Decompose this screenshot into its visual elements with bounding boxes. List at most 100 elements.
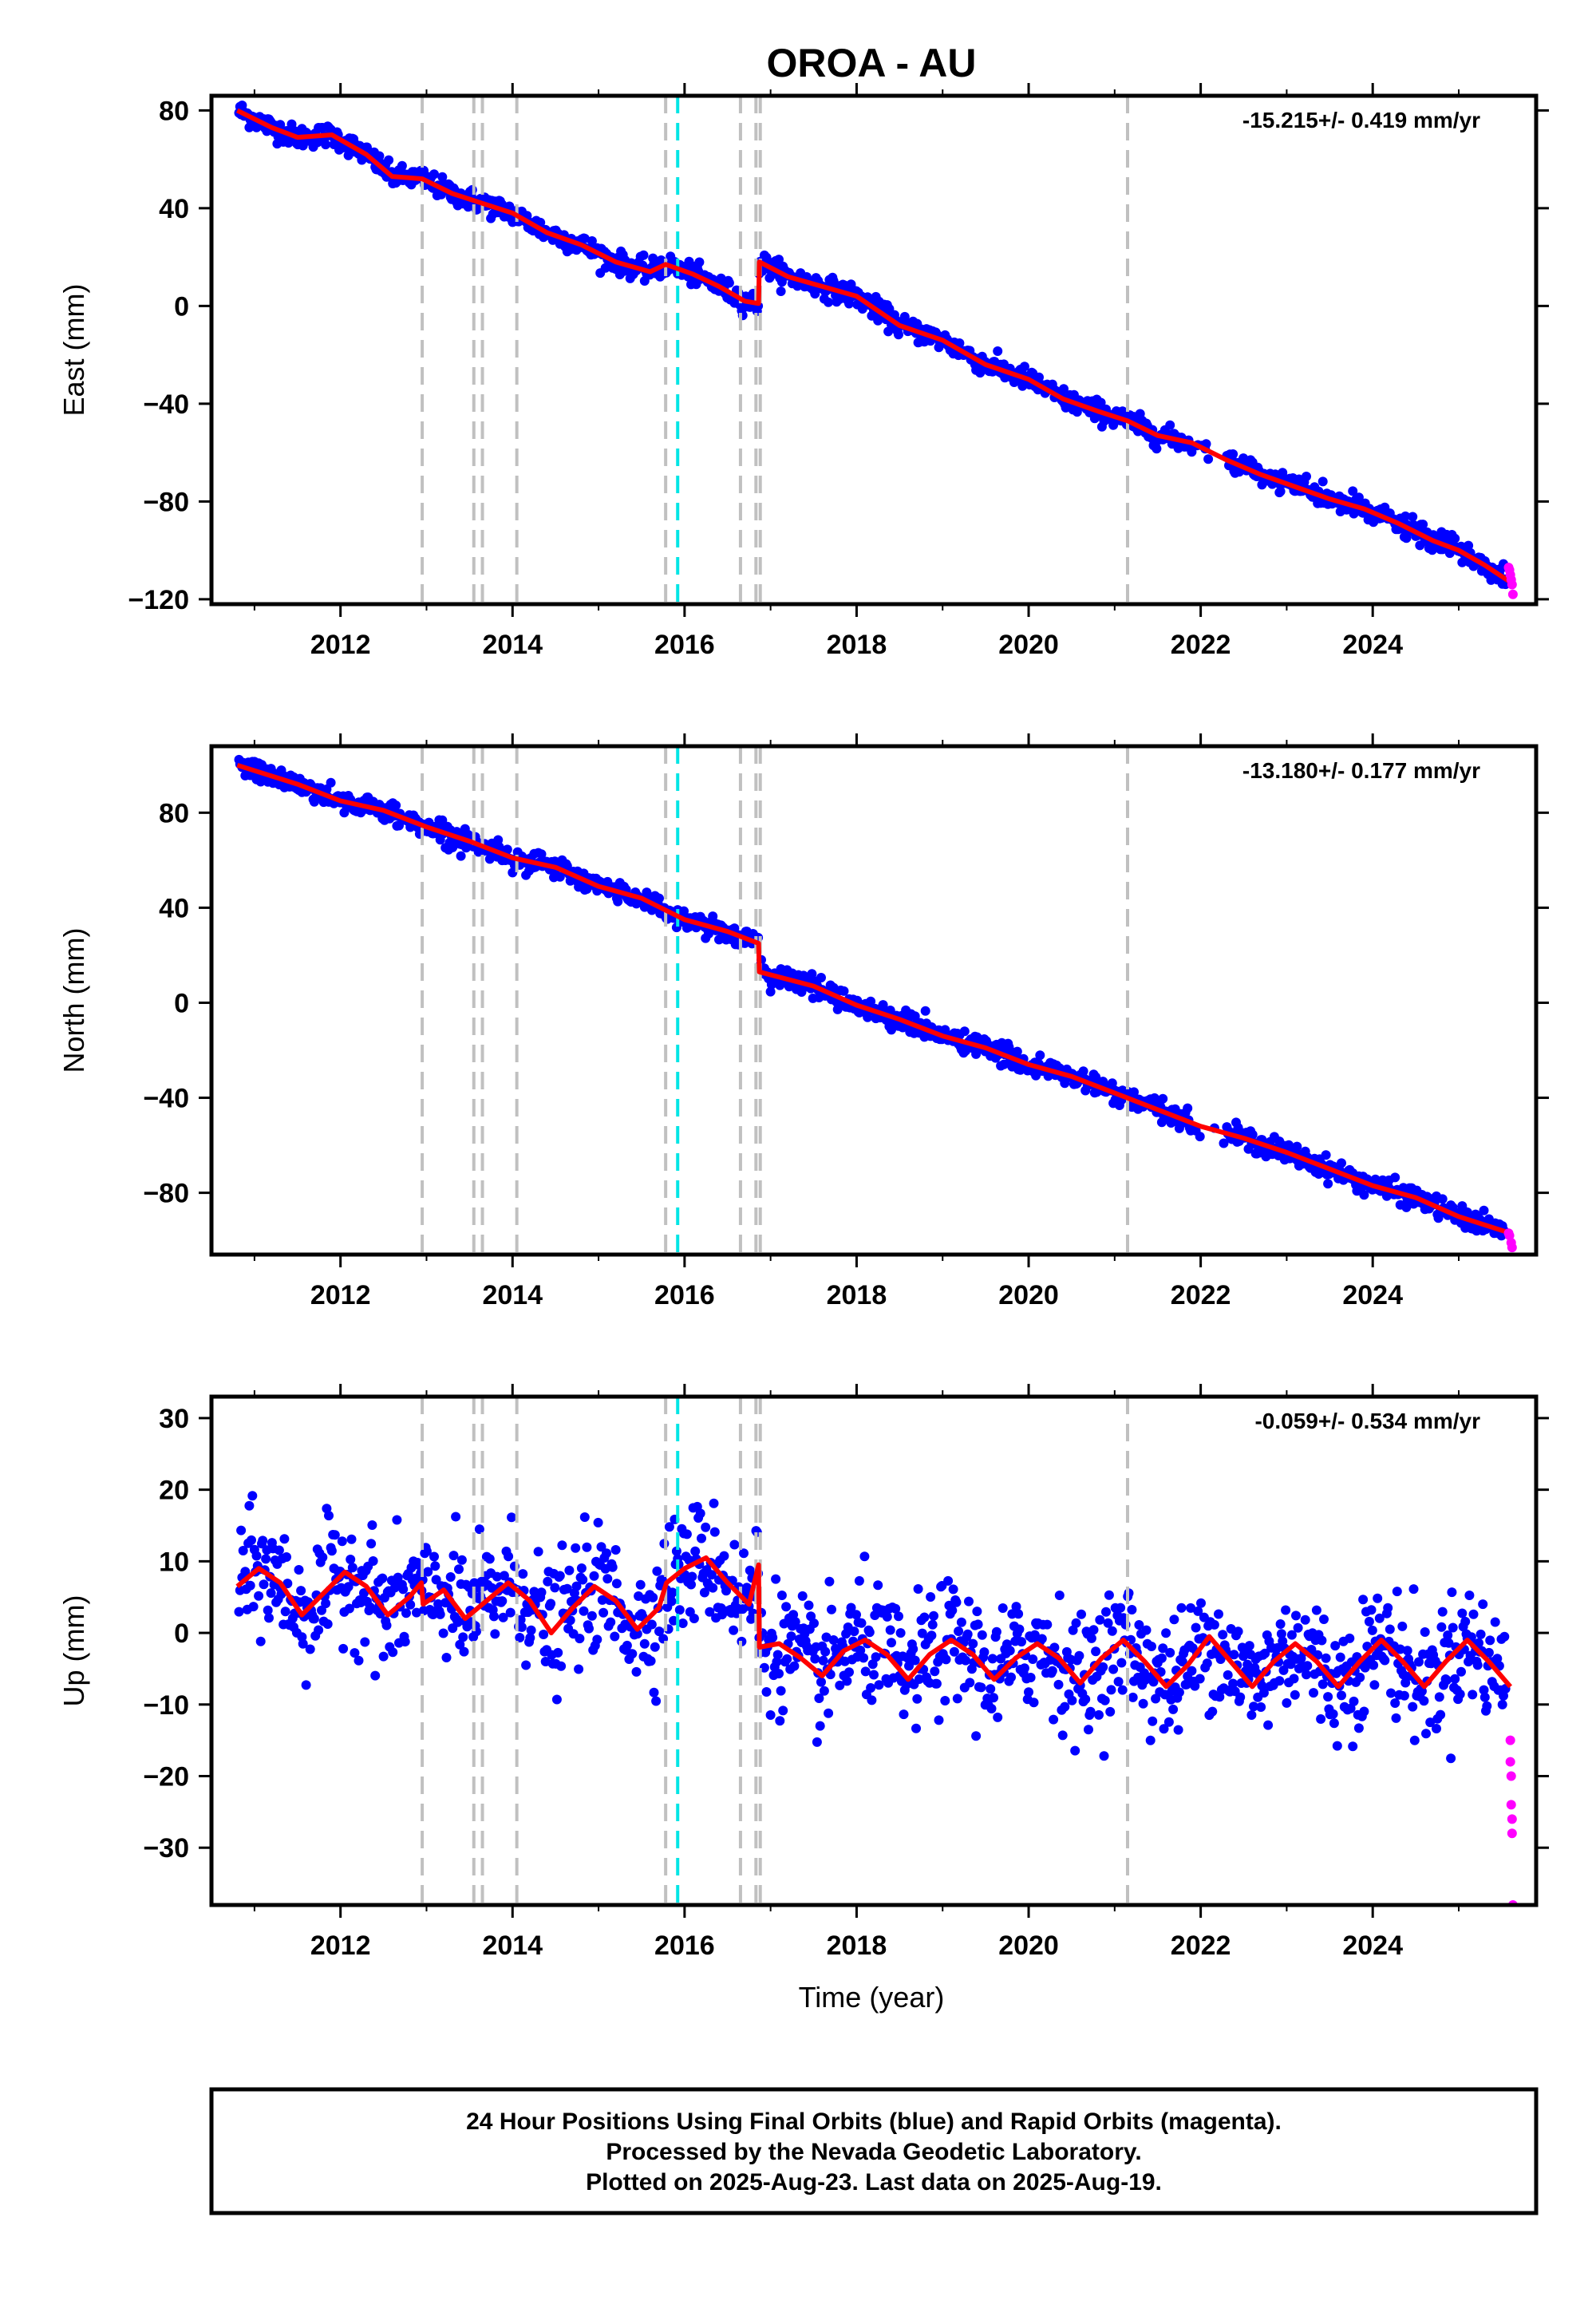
final-point	[448, 1551, 459, 1561]
final-point	[701, 1522, 711, 1532]
final-point	[498, 1612, 508, 1622]
final-point	[412, 1607, 421, 1618]
final-point	[646, 1656, 656, 1666]
plot-frame	[209, 744, 1539, 1257]
final-point	[587, 236, 597, 246]
final-point	[259, 1579, 269, 1590]
final-point	[1053, 1679, 1064, 1690]
final-point	[1098, 1662, 1108, 1672]
final-point	[885, 1625, 895, 1635]
final-point	[908, 1644, 918, 1654]
final-point	[1057, 1730, 1068, 1741]
final-point	[622, 1640, 632, 1650]
final-point	[1163, 1717, 1174, 1727]
final-point	[1011, 1602, 1021, 1612]
final-point	[1276, 1629, 1286, 1639]
final-point	[309, 1614, 319, 1624]
final-point	[1456, 1666, 1466, 1677]
final-point	[1332, 1741, 1342, 1751]
final-point	[521, 1660, 531, 1670]
final-point	[441, 1653, 452, 1662]
final-point	[1485, 1635, 1495, 1646]
final-point	[557, 1540, 567, 1551]
final-point	[987, 1654, 998, 1664]
final-point	[964, 1596, 974, 1607]
final-point	[951, 1597, 962, 1607]
final-point	[789, 1661, 800, 1671]
footer-line-2: Processed by the Nevada Geodetic Laborat…	[606, 2139, 1141, 2165]
final-point	[384, 155, 394, 165]
final-point	[1258, 1688, 1269, 1698]
chart-title: OROA - AU	[767, 41, 977, 85]
final-point	[771, 1574, 781, 1584]
final-point	[919, 1612, 930, 1622]
final-point	[776, 1591, 787, 1600]
final-point	[254, 1591, 264, 1601]
final-point	[266, 1588, 276, 1599]
final-point	[448, 842, 458, 852]
final-point	[540, 1657, 551, 1666]
final-point	[301, 1680, 311, 1690]
final-point	[1292, 1141, 1302, 1152]
final-point	[667, 1587, 678, 1598]
final-point	[1370, 1174, 1381, 1184]
final-point	[1078, 1066, 1088, 1077]
final-point	[949, 1646, 959, 1657]
final-point	[1290, 1690, 1300, 1700]
final-point	[610, 1631, 620, 1642]
final-point	[768, 1632, 778, 1642]
final-point	[1472, 1660, 1483, 1670]
final-point	[1359, 1706, 1369, 1717]
final-point	[1367, 1625, 1377, 1635]
y-tick-label: 40	[159, 194, 189, 224]
final-point	[1311, 1605, 1321, 1615]
final-point	[1049, 1714, 1059, 1725]
final-point	[1191, 1622, 1201, 1633]
final-point	[931, 1678, 942, 1689]
final-point	[240, 1567, 251, 1577]
final-point	[1054, 1591, 1065, 1600]
final-point	[1049, 1642, 1060, 1653]
rapid-point	[1505, 1735, 1515, 1745]
final-point	[1348, 486, 1358, 496]
velocity-annotation: -0.059+/- 0.534 mm/yr	[1254, 1409, 1480, 1433]
final-point	[1029, 1697, 1039, 1708]
final-point	[1215, 1654, 1226, 1664]
final-point	[244, 1500, 255, 1511]
x-tick-label: 2018	[827, 1931, 887, 1961]
final-point	[1418, 520, 1428, 530]
final-point	[346, 1534, 357, 1544]
final-point	[781, 1602, 792, 1612]
final-point	[1209, 1619, 1219, 1630]
final-point	[1085, 1706, 1096, 1717]
final-point	[589, 1571, 599, 1581]
final-point	[1443, 1630, 1453, 1640]
final-point	[1317, 1679, 1328, 1690]
final-point	[526, 1625, 536, 1635]
final-point	[1390, 1698, 1400, 1708]
final-point	[1455, 1689, 1465, 1699]
final-point	[729, 1625, 739, 1635]
final-point	[948, 1584, 958, 1595]
x-tick-label: 2016	[654, 1280, 715, 1310]
final-point	[1319, 1614, 1329, 1624]
final-point	[782, 1654, 792, 1664]
final-point	[705, 1607, 715, 1617]
final-point	[887, 1025, 896, 1035]
final-point	[1176, 1603, 1187, 1613]
final-point	[1464, 540, 1474, 551]
final-point	[1329, 1718, 1339, 1729]
final-point	[914, 1674, 924, 1684]
final-point	[1077, 1609, 1086, 1619]
final-point	[855, 1645, 866, 1655]
final-point	[1047, 1666, 1057, 1676]
final-point	[650, 1642, 660, 1652]
final-point	[1274, 1676, 1285, 1686]
final-point	[669, 1615, 679, 1626]
final-point	[678, 1618, 688, 1628]
final-point	[1450, 533, 1460, 543]
final-point	[1337, 1690, 1346, 1701]
final-point	[1233, 1626, 1243, 1637]
final-point	[1104, 1590, 1114, 1600]
y-tick-label: −80	[143, 487, 189, 517]
